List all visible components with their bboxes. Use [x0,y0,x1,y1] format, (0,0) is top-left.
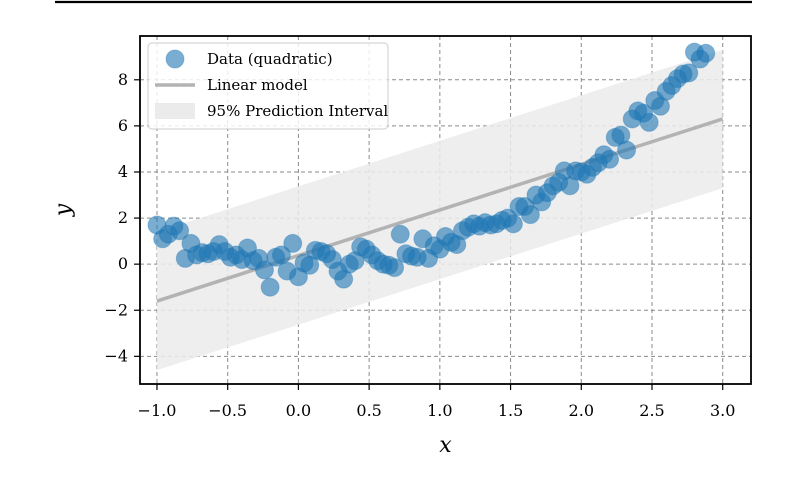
x-tick-label-1: −0.5 [208,401,247,420]
legend-patch-band [155,103,195,119]
y-tick-label-3: 2 [118,208,128,227]
data-point-97 [696,43,716,63]
y-tick-label-1: −2 [104,300,128,319]
legend: Data (quadratic) Linear model 95% Predicti… [147,42,389,130]
data-point-22 [271,245,291,265]
data-point-43 [390,224,410,244]
x-tick-label-8: 3.0 [710,401,735,420]
y-axis-label: y [51,203,76,217]
x-tick-label-3: 0.5 [356,401,381,420]
x-tick-label-2: 0.0 [286,401,311,420]
y-tick-label-2: 0 [118,254,128,273]
data-point-63 [503,214,523,234]
x-tick-label-7: 2.5 [639,401,664,420]
x-tick-label-4: 1.0 [427,401,452,420]
y-tick-label-5: 6 [118,116,128,135]
data-point-94 [679,63,699,83]
x-tick-label-6: 2.0 [569,401,594,420]
y-tick-label-4: 4 [118,162,128,181]
data-point-66 [520,205,540,225]
tick-marks [134,79,724,390]
x-tick-label-0: −1.0 [138,401,177,420]
tick-labels: −1.0 −0.5 0.0 0.5 1.0 1.5 2.0 2.5 3.0 −4 −2 0 2 4 6 8 [104,70,735,420]
legend-marker-data [165,49,185,69]
data-point-87 [639,112,659,132]
data-point-42 [385,258,405,278]
y-tick-label-0: −4 [104,346,128,365]
data-point-83 [617,140,637,160]
axes-frame [139,35,752,385]
data-point-4 [170,221,190,241]
legend-label-2: 95% Prediction Interval [207,102,388,120]
data-point-80 [600,149,620,169]
data-point-19 [254,260,274,280]
x-axis-label: x [439,433,452,458]
legend-label-1: Linear model [207,76,308,94]
data-points-layer [147,42,716,297]
plot-frame [139,35,752,385]
legend-box [147,42,389,130]
legend-label-0: Data (quadratic) [207,50,333,68]
data-point-20 [260,277,280,297]
y-tick-label-6: 8 [118,70,128,89]
x-tick-label-5: 1.5 [498,401,523,420]
data-point-24 [283,233,303,253]
